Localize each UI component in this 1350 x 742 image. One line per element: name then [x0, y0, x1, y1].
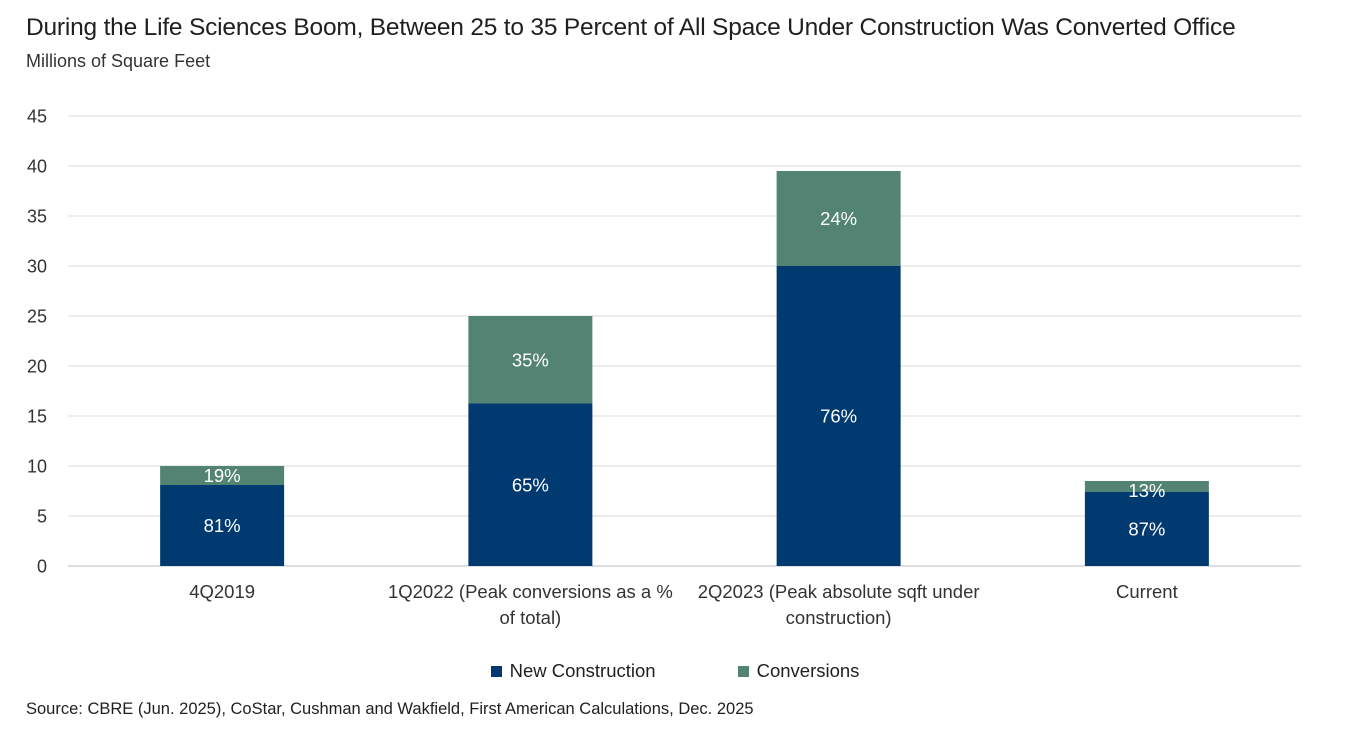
y-tick-label: 10	[27, 457, 47, 477]
legend-item-new-construction: New Construction	[490, 660, 656, 682]
data-label: 19%	[204, 465, 241, 486]
y-tick-label: 40	[27, 157, 47, 177]
chart-title: During the Life Sciences Boom, Between 2…	[26, 14, 1236, 41]
x-tick-label: construction)	[786, 607, 892, 628]
legend-swatch-conversions	[737, 665, 749, 677]
bar-new-construction	[776, 266, 901, 566]
y-tick-label: 45	[27, 107, 47, 127]
data-label: 13%	[1128, 480, 1165, 501]
bar-conversions	[1084, 481, 1209, 492]
y-tick-label: 20	[27, 357, 47, 377]
data-label: 65%	[512, 474, 549, 495]
y-tick-label: 5	[37, 507, 47, 527]
bar-new-construction	[468, 403, 593, 566]
data-labels: 81% 19% 65% 35% 76% 24% 87% 13%	[204, 208, 1166, 540]
legend-label-new-construction: New Construction	[509, 660, 656, 681]
data-label: 87%	[1128, 519, 1165, 540]
bar-new-construction	[160, 485, 285, 566]
y-tick-label: 15	[27, 407, 47, 427]
y-tick-label: 30	[27, 257, 47, 277]
y-tick-label: 25	[27, 307, 47, 327]
x-tick-label: of total)	[500, 607, 562, 628]
chart-subtitle: Millions of Square Feet	[26, 51, 211, 71]
x-tick-label: Current	[1116, 581, 1178, 602]
x-tick-label: 1Q2022 (Peak conversions as a %	[388, 581, 673, 602]
bar-conversions	[776, 171, 901, 266]
bar-conversions	[468, 316, 593, 404]
bars	[160, 171, 1209, 566]
legend-swatch-new-construction	[490, 665, 502, 677]
x-tick-label: 2Q2023 (Peak absolute sqft under	[698, 581, 980, 602]
legend: New Construction Conversions	[0, 660, 1350, 682]
x-axis-ticks: 4Q2019 1Q2022 (Peak conversions as a % of …	[189, 581, 1178, 628]
legend-label-conversions: Conversions	[756, 660, 860, 681]
y-tick-label: 35	[27, 207, 47, 227]
source-note: Source: CBRE (Jun. 2025), CoStar, Cushma…	[26, 700, 754, 718]
bar-conversions	[160, 466, 285, 485]
data-label: 81%	[204, 515, 241, 536]
data-label: 76%	[820, 406, 857, 427]
data-label: 35%	[512, 349, 549, 370]
y-axis-ticks: 0 5 10 15 20 25 30 35 40 45	[27, 107, 47, 577]
x-tick-label: 4Q2019	[189, 581, 255, 602]
y-tick-label: 0	[37, 557, 47, 577]
bar-new-construction	[1084, 492, 1209, 566]
legend-item-conversions: Conversions	[737, 660, 860, 682]
data-label: 24%	[820, 208, 857, 229]
